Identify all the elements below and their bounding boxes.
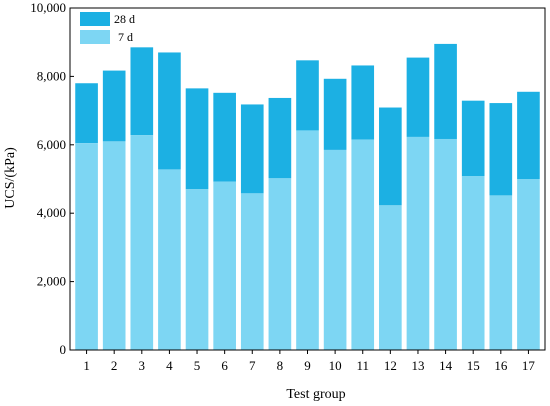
x-tick-label: 3 <box>139 358 146 373</box>
bar-7d-group-2 <box>102 141 126 350</box>
bar-28d-group-11 <box>351 65 375 140</box>
bar-7d-group-12 <box>379 205 402 350</box>
bar-28d-group-16 <box>489 103 513 196</box>
legend-swatch-28d <box>80 12 110 26</box>
bar-28d-group-14 <box>434 43 457 139</box>
x-tick-label: 12 <box>384 358 397 373</box>
x-tick-label: 11 <box>356 358 369 373</box>
bar-7d-group-8 <box>268 178 292 350</box>
bar-28d-group-17 <box>517 91 540 179</box>
x-tick-label: 7 <box>249 358 256 373</box>
bar-7d-group-1 <box>75 143 98 350</box>
y-tick-label: 10,000 <box>30 0 66 15</box>
bar-28d-group-2 <box>102 70 126 142</box>
plot-frame <box>69 7 546 351</box>
bars-layer <box>75 43 540 350</box>
y-axis-title: UCS/(kPa) <box>3 147 18 209</box>
bar-28d-group-10 <box>323 78 347 150</box>
bar-7d-group-3 <box>130 135 154 350</box>
x-tick-label: 14 <box>439 358 453 373</box>
bar-7d-group-14 <box>434 138 457 350</box>
bar-7d-group-15 <box>461 176 485 350</box>
bar-7d-group-6 <box>213 181 236 350</box>
bar-7d-group-17 <box>517 179 540 350</box>
x-tick-label: 13 <box>411 358 424 373</box>
y-tick-label: 0 <box>60 342 67 357</box>
x-tick-label: 17 <box>522 358 536 373</box>
legend-label-28d: 28 d <box>114 12 135 26</box>
bar-28d-group-4 <box>158 52 181 170</box>
y-tick-label: 2,000 <box>37 274 66 289</box>
bar-28d-group-6 <box>213 92 236 182</box>
y-tick-label: 4,000 <box>37 205 66 220</box>
x-tick-label: 2 <box>111 358 118 373</box>
x-tick-label: 6 <box>221 358 228 373</box>
bar-28d-group-15 <box>461 100 485 177</box>
bar-28d-group-3 <box>130 47 154 136</box>
legend-swatch-7d <box>80 30 110 44</box>
y-tick-label: 6,000 <box>37 137 66 152</box>
x-tick-label: 8 <box>277 358 284 373</box>
y-tick-label: 8,000 <box>37 68 66 83</box>
bar-7d-group-4 <box>158 169 181 350</box>
legend-label-7d: 7 d <box>118 30 133 44</box>
x-tick-label: 9 <box>304 358 311 373</box>
bar-28d-group-7 <box>240 104 264 194</box>
x-tick-label: 10 <box>329 358 342 373</box>
x-axis-title: Test group <box>286 387 345 402</box>
bar-7d-group-9 <box>296 130 319 350</box>
x-tick-label: 5 <box>194 358 201 373</box>
legend: 28 d 7 d <box>80 12 135 44</box>
bar-7d-group-5 <box>185 189 209 350</box>
bar-7d-group-16 <box>489 195 513 350</box>
bar-7d-group-7 <box>240 193 264 350</box>
bar-28d-group-9 <box>296 60 319 131</box>
bar-7d-group-13 <box>406 136 430 350</box>
bar-28d-group-13 <box>406 57 430 137</box>
bar-28d-group-5 <box>185 88 209 190</box>
axes-layer: 1 2 3 4 5 6 7 8 9 10 11 12 13 14 15 16 1702,0004,0006,00… <box>30 0 546 373</box>
bar-7d-group-10 <box>323 149 347 350</box>
bar-7d-group-11 <box>351 139 375 350</box>
x-tick-label: 16 <box>494 358 508 373</box>
x-tick-label: 1 <box>83 358 90 373</box>
bar-28d-group-8 <box>268 97 292 179</box>
x-tick-label: 15 <box>467 358 480 373</box>
bar-28d-group-12 <box>379 107 402 206</box>
x-tick-label: 4 <box>166 358 173 373</box>
bar-28d-group-1 <box>75 83 98 144</box>
